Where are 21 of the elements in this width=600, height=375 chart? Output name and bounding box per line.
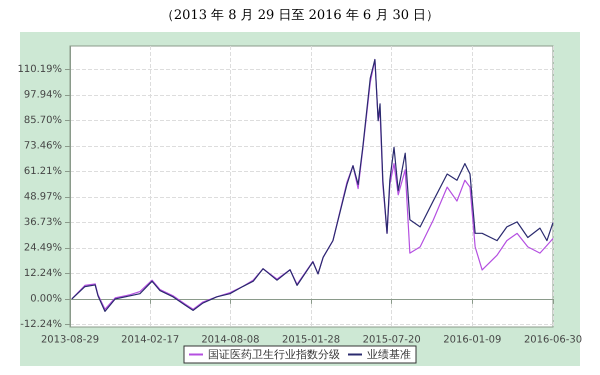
y-tick-label: -12.24% [20,318,62,330]
x-tick-label: 2015-01-28 [282,334,340,346]
chart-title: （2013 年 8 月 29 日至 2016 年 6 月 30 日） [160,8,440,23]
y-tick-label: 85.70% [24,115,62,126]
legend-label: 国证医药卫生行业指数分级 [208,348,340,361]
y-tick-label: 0.00% [30,293,62,304]
legend-label: 业绩基准 [367,348,411,361]
x-tick-label: 2015-07-20 [362,334,421,346]
y-tick-label: 110.19% [18,64,62,76]
x-tick-label: 2016-01-09 [443,334,502,346]
y-tick-label: 48.97% [24,191,62,202]
y-tick-label: 97.94% [24,90,62,101]
y-tick-label: 61.21% [24,166,62,177]
x-tick-label: 2014-08-08 [201,334,260,346]
x-tick-label: 2016-06-30 [524,334,582,346]
y-tick-label: 12.24% [24,268,62,279]
y-tick-label: 73.46% [24,140,62,152]
x-tick-label: 2014-02-17 [121,334,180,346]
x-tick-label: 2013-08-29 [40,334,100,346]
y-tick-label: 24.49% [24,242,62,254]
y-tick-label: 36.73% [24,216,62,228]
